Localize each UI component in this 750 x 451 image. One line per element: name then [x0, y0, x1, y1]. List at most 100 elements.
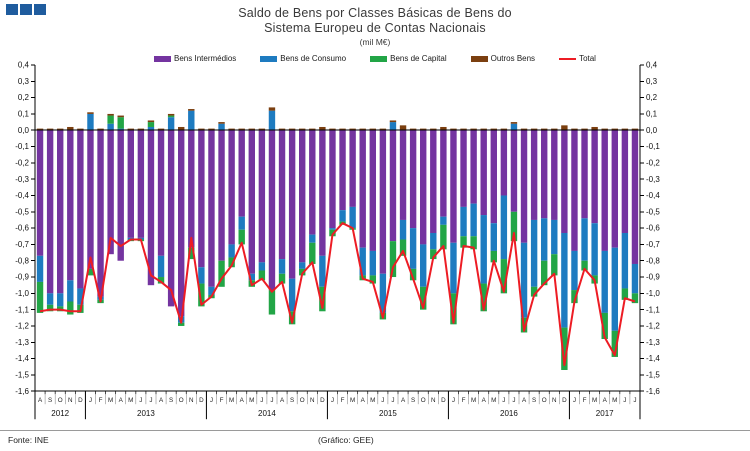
svg-text:0,4: 0,4 — [18, 61, 30, 70]
year-label: 2013 — [137, 409, 155, 418]
legend-label: Bens Intermédios — [174, 54, 237, 63]
svg-text:A: A — [361, 397, 366, 404]
svg-text:-0,8: -0,8 — [646, 256, 660, 265]
svg-text:-1,0: -1,0 — [646, 289, 660, 298]
footer-divider — [0, 430, 750, 431]
svg-text:O: O — [421, 397, 426, 404]
svg-text:M: M — [249, 397, 254, 404]
svg-text:A: A — [522, 397, 527, 404]
svg-text:A: A — [38, 397, 43, 404]
chart-title-line2: Sistema Europeu de Contas Nacionais — [264, 21, 486, 35]
legend-item-bar: Bens Intermédios — [154, 54, 236, 63]
svg-text:-1,6: -1,6 — [15, 387, 29, 396]
year-label: 2016 — [500, 409, 518, 418]
footer-credit: (Gráfico: GEE) — [318, 435, 374, 445]
svg-text:J: J — [623, 397, 626, 404]
svg-text:S: S — [532, 397, 536, 404]
svg-text:-0,1: -0,1 — [646, 142, 660, 151]
logo-square-icon — [20, 4, 32, 15]
svg-text:-1,2: -1,2 — [646, 322, 660, 331]
svg-text:J: J — [391, 397, 394, 404]
svg-text:-1,3: -1,3 — [15, 338, 29, 347]
legend-item-bar: Bens de Consumo — [260, 54, 346, 63]
svg-text:-0,9: -0,9 — [646, 273, 660, 282]
legend-label: Outros Bens — [490, 54, 536, 63]
year-label: 2015 — [379, 409, 397, 418]
svg-text:A: A — [240, 397, 245, 404]
legend-item-line: Total — [559, 54, 596, 63]
svg-text:-0,3: -0,3 — [646, 175, 660, 184]
svg-text:A: A — [482, 397, 487, 404]
svg-text:S: S — [48, 397, 52, 404]
chart-legend: Bens Intermédios Bens de Consumo Bens de C… — [0, 54, 750, 63]
svg-text:M: M — [612, 397, 617, 404]
svg-text:M: M — [471, 397, 476, 404]
svg-text:F: F — [99, 397, 103, 404]
svg-text:J: J — [633, 397, 636, 404]
svg-text:-0,8: -0,8 — [15, 256, 29, 265]
svg-text:-0,6: -0,6 — [646, 224, 660, 233]
svg-text:J: J — [452, 397, 455, 404]
legend-swatch-icon — [470, 55, 488, 62]
legend-item-bar: Bens de Capital — [370, 54, 447, 63]
svg-text:-0,4: -0,4 — [15, 191, 29, 200]
svg-text:0,4: 0,4 — [646, 61, 658, 70]
svg-text:J: J — [260, 397, 263, 404]
svg-text:O: O — [58, 397, 63, 404]
svg-text:A: A — [119, 397, 124, 404]
svg-text:0,1: 0,1 — [18, 110, 30, 119]
bars-group — [36, 107, 639, 370]
svg-text:F: F — [341, 397, 345, 404]
svg-text:-1,1: -1,1 — [646, 305, 660, 314]
svg-text:N: N — [552, 397, 557, 404]
svg-text:0,3: 0,3 — [646, 77, 658, 86]
logo — [6, 4, 46, 15]
svg-text:-0,1: -0,1 — [15, 142, 29, 151]
svg-text:A: A — [280, 397, 285, 404]
svg-text:M: M — [128, 397, 133, 404]
svg-text:-0,3: -0,3 — [15, 175, 29, 184]
chart-title-line1: Saldo de Bens por Classes Básicas de Ben… — [238, 6, 512, 20]
svg-text:J: J — [270, 397, 273, 404]
svg-text:M: M — [350, 397, 355, 404]
svg-text:J: J — [210, 397, 213, 404]
legend-label: Total — [579, 54, 596, 63]
legend-item-bar: Outros Bens — [470, 54, 536, 63]
svg-text:M: M — [592, 397, 597, 404]
y-axes: 0,4 0,4 0,3 0,3 0,2 0,2 0,1 0,1 0,0 0,0 -0,1 -0,1 -0… — [15, 61, 660, 396]
legend-swatch-icon — [370, 55, 388, 62]
svg-text:N: N — [431, 397, 436, 404]
svg-text:-0,5: -0,5 — [646, 207, 660, 216]
svg-text:D: D — [320, 397, 325, 404]
year-label: 2014 — [258, 409, 276, 418]
svg-text:M: M — [491, 397, 496, 404]
svg-text:O: O — [300, 397, 305, 404]
svg-text:-1,5: -1,5 — [646, 370, 660, 379]
svg-text:-0,2: -0,2 — [646, 158, 660, 167]
legend-swatch-icon — [154, 55, 172, 62]
svg-text:S: S — [169, 397, 173, 404]
svg-text:O: O — [542, 397, 547, 404]
svg-text:M: M — [108, 397, 113, 404]
svg-text:S: S — [290, 397, 294, 404]
svg-text:-0,7: -0,7 — [15, 240, 29, 249]
year-label: 2017 — [596, 409, 614, 418]
svg-text:M: M — [229, 397, 234, 404]
legend-swatch-icon — [260, 55, 278, 62]
svg-text:-1,0: -1,0 — [15, 289, 29, 298]
svg-text:D: D — [199, 397, 204, 404]
svg-text:-1,4: -1,4 — [646, 354, 660, 363]
svg-text:F: F — [462, 397, 466, 404]
year-label: 2012 — [51, 409, 69, 418]
svg-text:-0,2: -0,2 — [15, 158, 29, 167]
svg-text:0,0: 0,0 — [18, 126, 30, 135]
svg-text:A: A — [603, 397, 608, 404]
svg-text:D: D — [441, 397, 446, 404]
svg-text:0,3: 0,3 — [18, 77, 30, 86]
svg-text:J: J — [139, 397, 142, 404]
legend-label: Bens de Consumo — [280, 54, 347, 63]
svg-text:-1,5: -1,5 — [15, 370, 29, 379]
svg-text:A: A — [401, 397, 406, 404]
